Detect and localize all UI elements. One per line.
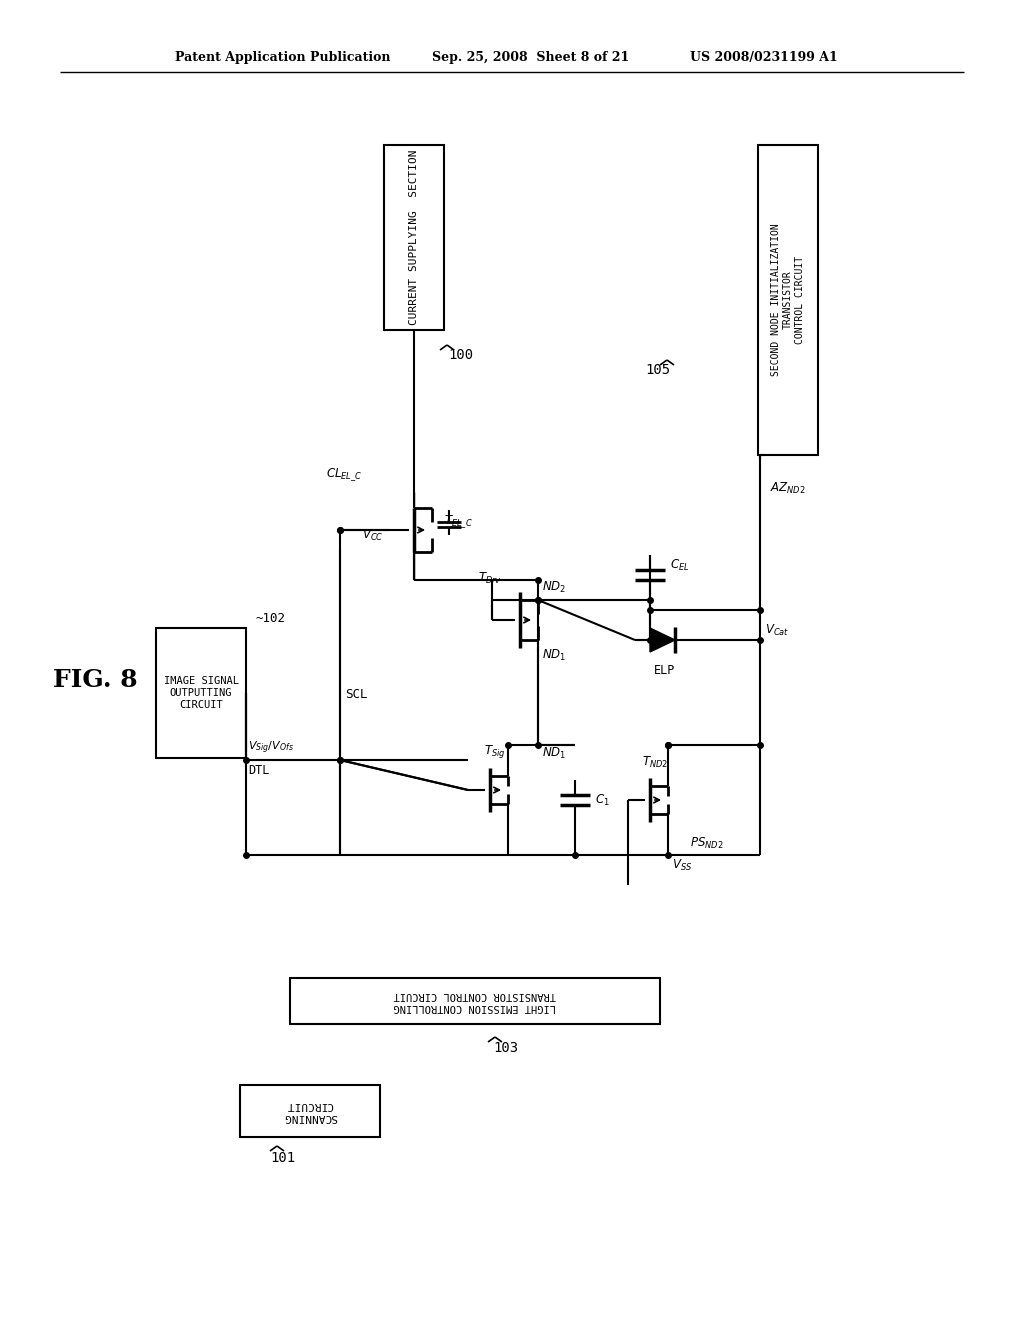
Text: 103: 103 — [493, 1041, 518, 1055]
Polygon shape — [650, 628, 675, 652]
Text: $V_{Cat}$: $V_{Cat}$ — [765, 623, 790, 638]
Bar — [758, 145, 818, 455]
Text: SCANNING
CIRCUIT: SCANNING CIRCUIT — [283, 1100, 337, 1122]
Text: ELP: ELP — [654, 664, 676, 676]
Text: IMAGE SIGNAL
OUTPUTTING
CIRCUIT: IMAGE SIGNAL OUTPUTTING CIRCUIT — [164, 676, 239, 710]
Text: Sep. 25, 2008  Sheet 8 of 21: Sep. 25, 2008 Sheet 8 of 21 — [432, 50, 630, 63]
Bar — [290, 978, 660, 1024]
Text: 100: 100 — [449, 348, 473, 362]
Text: $CL_{EL\_C}$: $CL_{EL\_C}$ — [326, 467, 362, 483]
Text: $AZ_{ND2}$: $AZ_{ND2}$ — [770, 480, 806, 495]
Bar — [384, 145, 444, 330]
Text: LIGHT EMISSION CONTROLLING
TRANSISTOR CONTROL CIRCUIT: LIGHT EMISSION CONTROLLING TRANSISTOR CO… — [394, 990, 556, 1012]
Text: FIG. 8: FIG. 8 — [52, 668, 137, 692]
Text: $ND_1$: $ND_1$ — [542, 647, 566, 663]
Text: CURRENT SUPPLYING  SECTION: CURRENT SUPPLYING SECTION — [409, 149, 419, 325]
Text: SCL: SCL — [345, 689, 368, 701]
Text: DTL: DTL — [248, 763, 269, 776]
Bar — [240, 1085, 380, 1137]
Text: $C_{EL}$: $C_{EL}$ — [670, 557, 689, 573]
Text: US 2008/0231199 A1: US 2008/0231199 A1 — [690, 50, 838, 63]
Bar — [156, 628, 246, 758]
Text: $ND_1$: $ND_1$ — [542, 746, 566, 760]
Text: $ND_2$: $ND_2$ — [542, 579, 566, 594]
Text: $T_{Sig}$: $T_{Sig}$ — [484, 743, 506, 760]
Text: $V_{Sig}/V_{Ofs}$: $V_{Sig}/V_{Ofs}$ — [248, 739, 294, 756]
Text: $T_{EL\_C}$: $T_{EL\_C}$ — [444, 513, 473, 531]
Text: $T_{Drv}$: $T_{Drv}$ — [478, 570, 502, 586]
Text: $PS_{ND2}$: $PS_{ND2}$ — [690, 836, 724, 850]
Text: $V_{SS}$: $V_{SS}$ — [672, 858, 692, 873]
Text: 105: 105 — [645, 363, 670, 378]
Text: SECOND NODE INITIALIZATION
TRANSISTOR
CONTROL CIRCUIT: SECOND NODE INITIALIZATION TRANSISTOR CO… — [771, 223, 805, 376]
Text: 101: 101 — [270, 1151, 295, 1166]
Text: $C_1$: $C_1$ — [595, 792, 609, 808]
Text: $V_{CC}$: $V_{CC}$ — [362, 528, 384, 543]
Text: ~102: ~102 — [255, 611, 285, 624]
Text: $T_{ND2}$: $T_{ND2}$ — [642, 755, 668, 770]
Text: Patent Application Publication: Patent Application Publication — [175, 50, 390, 63]
